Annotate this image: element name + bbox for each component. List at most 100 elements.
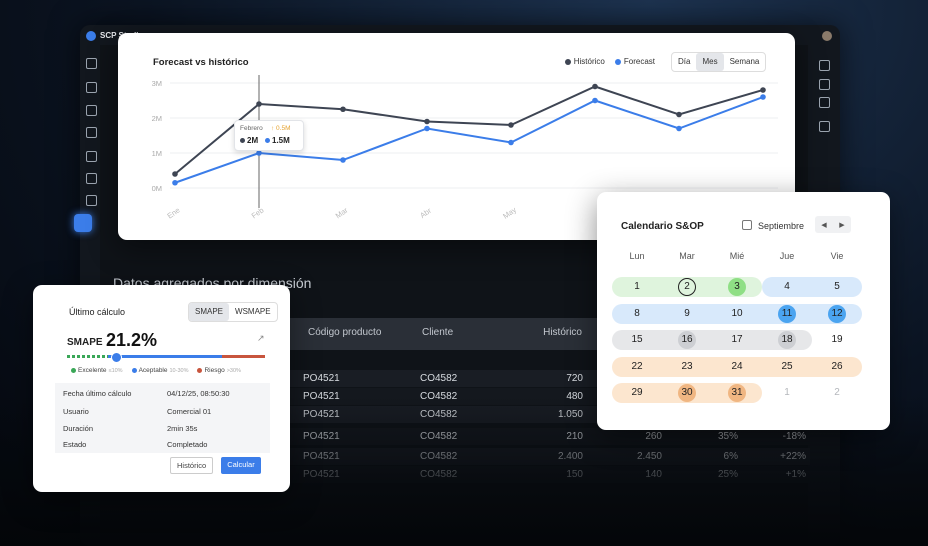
y-tick-label: 3M — [152, 79, 162, 88]
prev[interactable]: ◀ — [821, 221, 827, 229]
gauge-legend-range: >30% — [226, 367, 241, 374]
gauge-legend-label: Aceptable — [138, 367, 168, 374]
day[interactable]: 9 — [684, 308, 690, 319]
tooltip-dot — [240, 138, 245, 143]
nav-icon[interactable] — [86, 195, 97, 206]
period-option[interactable]: Mes — [696, 53, 724, 71]
day[interactable]: 19 — [831, 334, 843, 345]
tool-icon[interactable] — [819, 79, 830, 90]
day-band — [612, 330, 662, 350]
day[interactable]: 26 — [831, 361, 843, 372]
day[interactable]: 15 — [631, 334, 643, 345]
nav-icon[interactable] — [86, 82, 97, 93]
button[interactable]: Calcular — [221, 457, 261, 474]
gauge-marker — [111, 352, 122, 363]
tooltip-change: ↑ 0.5M — [271, 125, 291, 132]
gauge-legend-item: Aceptable 10-30% — [131, 367, 189, 374]
series-point — [424, 125, 430, 132]
button[interactable]: Histórico — [170, 457, 214, 474]
day[interactable]: 2 — [684, 281, 690, 292]
day[interactable]: 16 — [681, 334, 693, 345]
day[interactable]: 1 — [634, 281, 640, 292]
day[interactable]: 4 — [784, 281, 790, 292]
tooltip-value: 2M — [247, 136, 259, 145]
day-band — [612, 383, 662, 403]
series-point — [592, 83, 598, 90]
series-point — [676, 111, 682, 118]
period-toggle: Día Mes Semana — [671, 52, 767, 72]
day-band — [812, 277, 862, 297]
weekday: Lun — [629, 251, 645, 261]
day[interactable]: 29 — [631, 387, 643, 398]
avatar[interactable] — [822, 31, 832, 41]
day[interactable]: 17 — [731, 334, 743, 345]
gauge-legend-range: 10-30% — [169, 367, 189, 374]
day[interactable]: 8 — [634, 308, 640, 319]
day-mark — [678, 278, 696, 296]
month-nav[interactable]: ◀ ▶ — [815, 216, 851, 233]
last-calc-card: Último cálculo SMAPE WSMAPE SMAPE 21.2% ↗… — [33, 285, 290, 492]
day[interactable]: 31 — [731, 387, 743, 398]
assistant-button[interactable] — [74, 214, 92, 232]
day[interactable]: 30 — [681, 387, 693, 398]
day-mark — [778, 331, 796, 349]
day-mark — [678, 331, 696, 349]
nav-icon[interactable] — [86, 151, 97, 162]
gauge-risk — [222, 355, 265, 358]
day-mark — [678, 384, 696, 402]
gauge-legend: Excelente ≤10% Aceptable 10-30% Riesgo >30% — [71, 367, 241, 374]
day[interactable]: 24 — [731, 361, 743, 372]
series-point — [508, 122, 514, 128]
tool-icon[interactable] — [819, 60, 830, 71]
x-tick-label: Feb — [250, 206, 266, 221]
series-point — [340, 106, 346, 113]
day[interactable]: 18 — [781, 334, 793, 345]
day[interactable]: 11 — [781, 308, 793, 319]
day[interactable]: 25 — [781, 361, 793, 372]
day[interactable]: 22 — [631, 361, 643, 372]
calendar-title: Calendario S&OP — [621, 221, 704, 232]
period-option[interactable]: Semana — [729, 57, 760, 66]
day[interactable]: 1 — [784, 387, 790, 398]
series-point — [256, 150, 262, 156]
series-point — [508, 139, 514, 146]
gauge-legend-range: ≤10% — [108, 367, 123, 374]
metric-option[interactable]: SMAPE — [189, 303, 230, 321]
detail-value: 2min 35s — [167, 424, 198, 433]
tooltip-dot — [265, 138, 270, 143]
day[interactable]: 5 — [834, 281, 840, 292]
series-point — [340, 157, 346, 163]
expand-icon[interactable]: ↗ — [257, 333, 265, 343]
calendar-icon — [742, 220, 752, 230]
day[interactable]: 12 — [831, 308, 843, 319]
column-header: Histórico — [543, 327, 582, 338]
nav-icon[interactable] — [86, 105, 97, 116]
nav-icon[interactable] — [86, 173, 97, 184]
metric-option[interactable]: WSMAPE — [235, 307, 271, 316]
day[interactable]: 2 — [834, 387, 840, 398]
calendar-card: Calendario S&OP Septiembre ◀ ▶ Lun Mar Mié J… — [597, 192, 890, 430]
day-band — [662, 357, 712, 377]
weekday: Vie — [830, 251, 844, 261]
tool-icon[interactable] — [819, 97, 830, 108]
gauge-legend-item: Excelente ≤10% — [71, 367, 123, 374]
table-cell: 720 — [566, 373, 583, 384]
series-point — [760, 87, 766, 93]
nav-icon[interactable] — [86, 58, 97, 69]
weekday: Jue — [779, 251, 795, 261]
nav-icon[interactable] — [86, 127, 97, 138]
detail-value: 04/12/25, 08:50:30 — [167, 389, 230, 398]
day[interactable]: 3 — [734, 281, 740, 292]
series-point — [256, 101, 262, 107]
gauge-swatch — [71, 368, 76, 373]
day-band — [762, 357, 812, 377]
day[interactable]: 23 — [681, 361, 693, 372]
tool-icon[interactable] — [819, 121, 830, 132]
period-option[interactable]: Día — [678, 57, 691, 66]
series-point — [172, 171, 178, 177]
day[interactable]: 10 — [731, 308, 743, 319]
next[interactable]: ▶ — [839, 221, 845, 229]
gauge-legend-label: Excelente — [78, 367, 107, 374]
x-tick-label: Mar — [334, 205, 350, 220]
gauge-swatch — [197, 368, 203, 373]
